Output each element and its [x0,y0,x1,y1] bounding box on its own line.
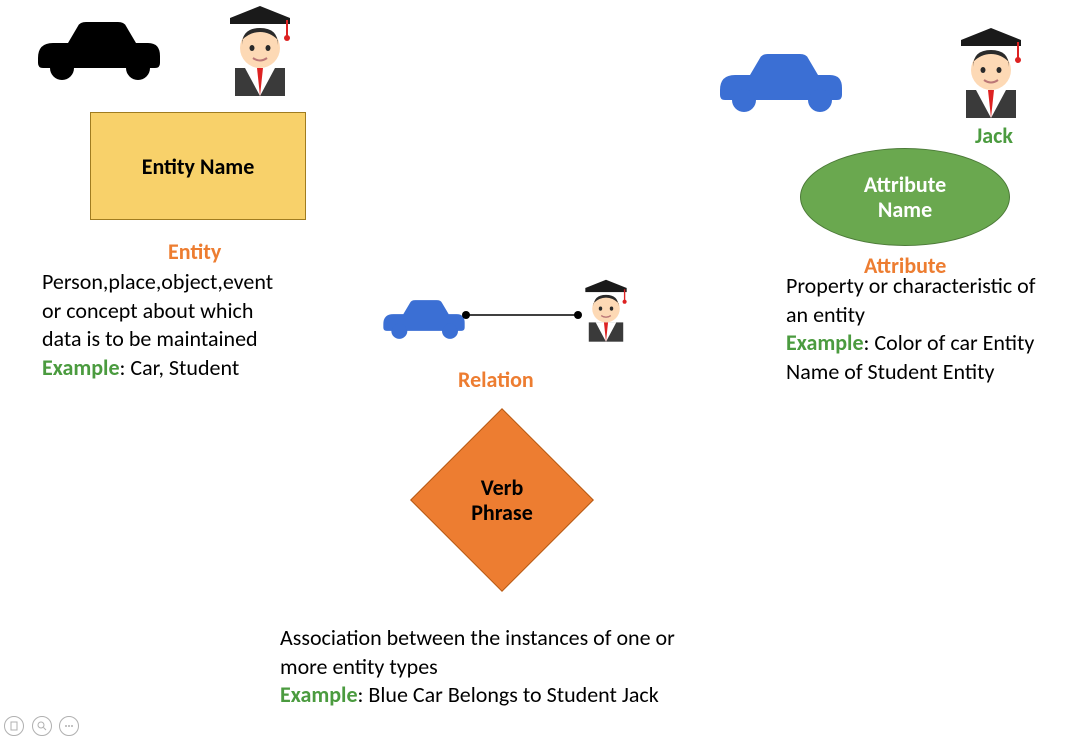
attribute-desc: Property or characteristic of an entity … [786,272,1035,386]
entity-name-box: Entity Name [90,112,306,220]
attr-example-text1: : Color of car Entity [864,329,1035,356]
student-icon-rel [575,275,637,350]
diamond-text: Verb Phrase [471,475,533,526]
relation-title: Relation [458,366,534,393]
car-blue-rel-icon [370,290,470,350]
entity-box-label: Entity Name [142,153,255,180]
clipboard-icon[interactable] [4,716,24,736]
diamond-l2: Phrase [471,500,533,525]
rel-desc-l2: more entity types [280,653,675,682]
relation-line [462,305,582,325]
jack-label: Jack [975,122,1013,149]
attribute-ellipse-text: Attribute Name [864,172,946,223]
entity-desc-l3: data is to be maintained [42,325,273,354]
rel-desc-l1: Association between the instances of one… [280,624,675,653]
rel-example-text: : Blue Car Belongs to Student Jack [358,681,659,708]
rel-example-label: Example [280,681,358,708]
entity-title: Entity [168,238,221,265]
student-icon-entity [215,0,305,105]
attr-example-text2: Name of Student Entity [786,358,1035,387]
toolbar [4,716,83,736]
search-icon[interactable] [32,716,52,736]
car-black-icon [18,8,168,93]
relation-diamond: Verb Phrase [392,410,612,590]
more-icon[interactable] [59,716,79,736]
entity-desc-l1: Person,place,object,event [42,268,273,297]
entity-example-text: : Car, Student [120,354,240,381]
attr-example-label: Example [786,329,864,356]
rel-example: Example: Blue Car Belongs to Student Jac… [280,681,675,710]
attr-ellipse-l2: Name [864,197,946,222]
relation-desc: Association between the instances of one… [280,624,675,710]
attr-ellipse-l1: Attribute [864,172,946,197]
attr-desc-l2: an entity [786,301,1035,330]
entity-example-label: Example [42,354,120,381]
student-icon-attr [946,22,1036,127]
entity-example: Example: Car, Student [42,354,273,383]
entity-desc: Person,place,object,event or concept abo… [42,268,273,382]
entity-desc-l2: or concept about which [42,297,273,326]
attribute-name-ellipse: Attribute Name [800,148,1010,246]
attr-desc-l1: Property or characteristic of [786,272,1035,301]
diamond-l1: Verb [471,475,533,500]
attr-example-row1: Example: Color of car Entity [786,329,1035,358]
car-blue-attr-icon [700,40,850,125]
